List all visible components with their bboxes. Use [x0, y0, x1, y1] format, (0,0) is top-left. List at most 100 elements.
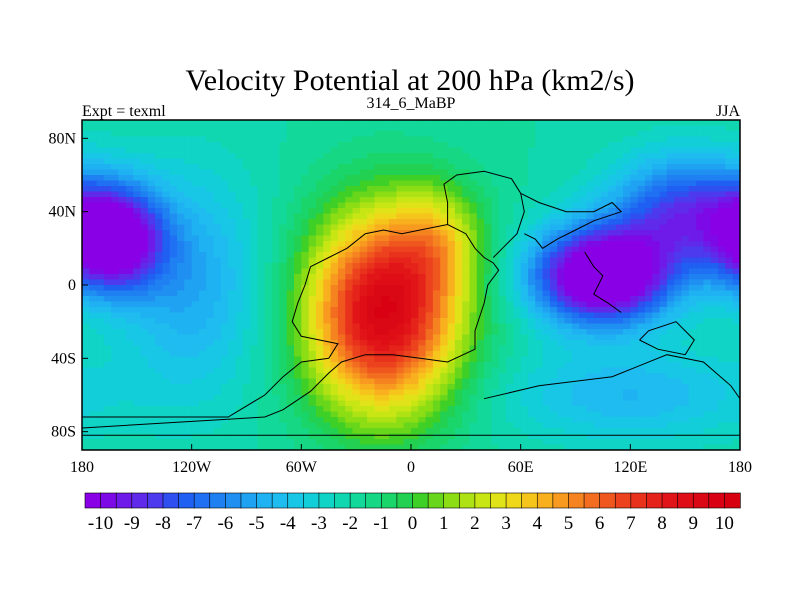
field-cell	[206, 290, 215, 297]
field-cell	[674, 125, 683, 132]
field-cell	[103, 362, 112, 369]
field-cell	[396, 246, 405, 253]
field-cell	[542, 175, 551, 182]
field-cell	[425, 202, 434, 209]
field-cell	[118, 191, 127, 198]
field-cell	[593, 180, 602, 187]
field-cell	[506, 164, 514, 171]
field-cell	[425, 433, 434, 440]
field-cell	[432, 268, 441, 275]
field-cell	[96, 422, 105, 429]
field-cell	[272, 180, 280, 187]
field-cell	[586, 367, 595, 374]
field-cell	[96, 351, 105, 358]
field-cell	[527, 428, 536, 435]
field-cell	[652, 252, 661, 259]
field-cell	[184, 428, 193, 435]
field-cell	[513, 395, 522, 402]
field-cell	[440, 345, 449, 352]
field-cell	[630, 230, 639, 237]
field-cell	[484, 340, 493, 347]
field-cell	[454, 417, 463, 424]
field-cell	[133, 158, 142, 165]
field-cell	[637, 290, 646, 297]
field-cell	[659, 164, 668, 171]
field-cell	[681, 384, 690, 391]
field-cell	[418, 147, 427, 154]
field-cell	[491, 241, 500, 248]
field-cell	[140, 351, 149, 358]
field-cell	[389, 169, 397, 176]
field-cell	[89, 329, 98, 336]
field-cell	[89, 208, 98, 215]
field-cell	[213, 169, 222, 176]
field-cell	[169, 175, 178, 182]
field-cell	[527, 312, 536, 319]
field-cell	[155, 285, 164, 292]
field-cell	[220, 312, 229, 319]
field-cell	[257, 411, 266, 418]
field-cell	[484, 131, 493, 138]
field-cell	[111, 400, 120, 407]
field-cell	[367, 433, 376, 440]
field-cell	[147, 186, 156, 193]
field-cell	[623, 191, 631, 198]
field-cell	[177, 175, 185, 182]
field-cell	[286, 241, 295, 248]
field-cell	[586, 417, 595, 424]
field-cell	[169, 378, 178, 385]
field-cell	[593, 334, 602, 341]
field-cell	[506, 191, 514, 198]
field-cell	[454, 186, 463, 193]
field-cell	[389, 202, 397, 209]
field-cell	[147, 224, 156, 231]
field-cell	[462, 202, 471, 209]
field-cell	[345, 400, 354, 407]
field-cell	[155, 334, 164, 341]
field-cell	[644, 433, 653, 440]
field-cell	[162, 389, 171, 396]
field-cell	[367, 147, 376, 154]
field-cell	[644, 439, 653, 446]
field-cell	[652, 384, 661, 391]
field-cell	[96, 406, 105, 413]
field-cell	[564, 279, 573, 286]
field-cell	[652, 285, 661, 292]
field-cell	[177, 268, 185, 275]
field-cell	[454, 422, 463, 429]
field-cell	[527, 296, 536, 303]
field-cell	[213, 301, 222, 308]
field-cell	[367, 389, 376, 396]
field-cell	[250, 406, 259, 413]
field-cell	[418, 246, 427, 253]
field-cell	[520, 191, 529, 198]
field-cell	[264, 400, 273, 407]
field-cell	[206, 191, 215, 198]
field-cell	[476, 406, 485, 413]
field-cell	[294, 444, 302, 450]
field-cell	[82, 417, 90, 424]
field-cell	[198, 428, 207, 435]
field-cell	[513, 246, 522, 253]
field-cell	[674, 120, 683, 127]
field-cell	[82, 323, 90, 330]
field-cell	[111, 136, 120, 143]
field-cell	[549, 241, 558, 248]
field-cell	[257, 274, 266, 281]
field-cell	[666, 257, 675, 264]
field-cell	[513, 290, 522, 297]
field-cell	[220, 329, 229, 336]
field-cell	[359, 334, 368, 341]
field-cell	[103, 147, 112, 154]
field-cell	[462, 279, 471, 286]
field-cell	[476, 131, 485, 138]
field-cell	[184, 186, 193, 193]
field-cell	[513, 147, 522, 154]
field-cell	[315, 373, 324, 380]
field-cell	[549, 186, 558, 193]
field-cell	[330, 274, 339, 281]
field-cell	[418, 263, 427, 270]
field-cell	[242, 411, 251, 418]
field-cell	[228, 158, 237, 165]
field-cell	[389, 164, 397, 171]
